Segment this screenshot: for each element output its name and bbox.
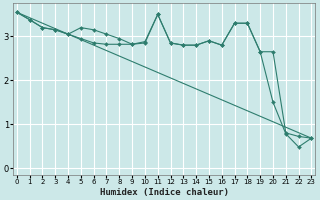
- X-axis label: Humidex (Indice chaleur): Humidex (Indice chaleur): [100, 188, 228, 197]
